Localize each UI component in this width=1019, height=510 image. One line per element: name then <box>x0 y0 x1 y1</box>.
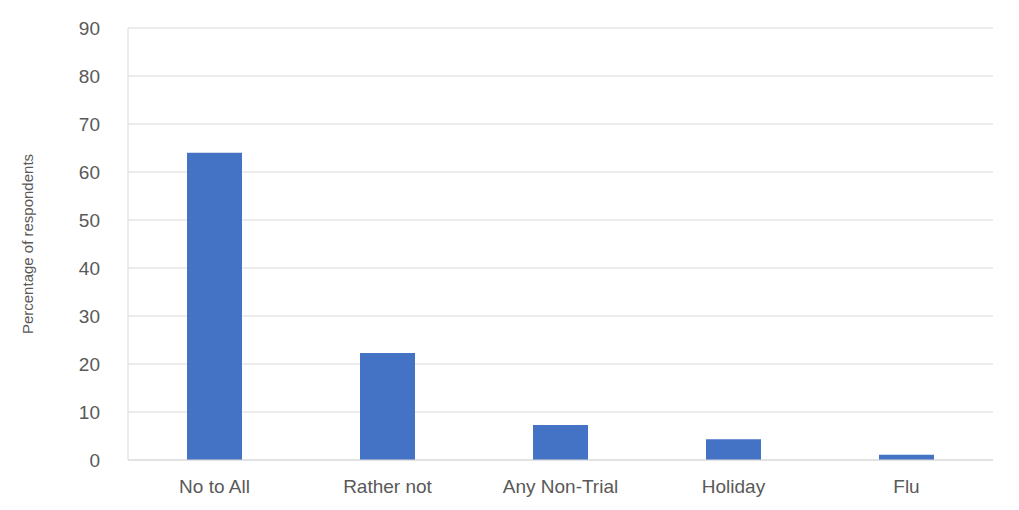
svg-text:Flu: Flu <box>893 476 919 497</box>
svg-text:30: 30 <box>79 306 100 327</box>
svg-text:No to All: No to All <box>179 476 250 497</box>
svg-text:80: 80 <box>79 66 100 87</box>
svg-text:90: 90 <box>79 18 100 39</box>
svg-text:0: 0 <box>89 450 100 471</box>
svg-text:Holiday: Holiday <box>702 476 766 497</box>
svg-text:Any Non-Trial: Any Non-Trial <box>503 476 618 497</box>
svg-text:60: 60 <box>79 162 100 183</box>
svg-text:70: 70 <box>79 114 100 135</box>
svg-text:Rather not: Rather not <box>343 476 432 497</box>
svg-text:Percentage of respondents: Percentage of respondents <box>19 154 36 334</box>
svg-text:50: 50 <box>79 210 100 231</box>
svg-text:10: 10 <box>79 402 100 423</box>
svg-text:40: 40 <box>79 258 100 279</box>
svg-text:20: 20 <box>79 354 100 375</box>
